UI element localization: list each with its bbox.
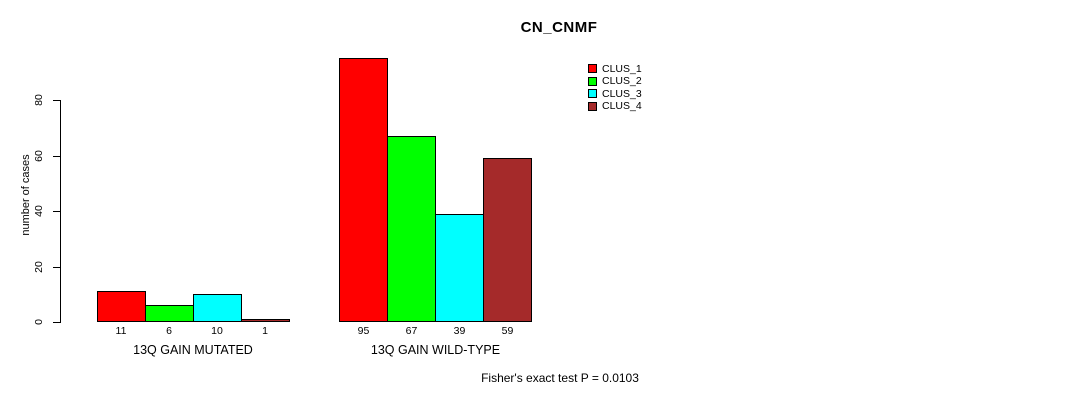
y-tick-label: 20 [33,260,45,273]
chart-title: CN_CNMF [520,19,598,36]
y-tick-label: 80 [33,94,45,106]
bar-value-label: 95 [357,325,370,337]
bar-value-label: 10 [211,325,223,337]
bar-value-label: 1 [262,325,268,337]
bar-value-label: 59 [501,325,514,337]
y-tick-mark [53,155,60,157]
y-tick-mark [53,211,60,212]
y-tick-label: 0 [33,319,45,325]
legend-label: CLUS_3 [602,87,642,100]
legend-swatch [588,64,597,73]
y-tick-mark [53,322,60,323]
bar [339,58,388,322]
group-label: 13Q GAIN MUTATED [133,343,253,357]
bar [387,136,436,322]
legend-label: CLUS_2 [602,75,642,87]
bar [192,294,242,322]
legend-swatch [588,76,597,86]
legend-item: CLUS_4 [588,100,642,112]
legend-item: CLUS_3 [588,87,642,100]
y-axis-label: number of cases [20,154,32,236]
legend-item: CLUS_1 [588,62,642,75]
bar-value-label: 39 [453,325,466,337]
bar [96,291,146,322]
y-tick-label: 40 [33,205,45,217]
y-axis-line [60,100,61,323]
legend-swatch [588,101,597,111]
y-tick-label: 60 [33,149,45,162]
legend-swatch [588,89,597,98]
legend-item: CLUS_2 [588,75,642,87]
bar [435,213,484,322]
footnote: Fisher's exact test P = 0.0103 [481,371,639,385]
legend-label: CLUS_1 [602,62,642,75]
bar-value-label: 11 [115,325,127,337]
legend: CLUS_1 CLUS_2 CLUS_3 CLUS_4 [588,62,642,112]
y-tick-mark [53,266,60,268]
y-tick-mark [53,100,60,101]
bar [483,158,532,322]
group-label: 13Q GAIN WILD-TYPE [370,343,501,357]
bar [144,305,194,322]
legend-label: CLUS_4 [602,100,642,112]
bar-value-label: 67 [405,325,418,337]
bar [240,319,290,322]
bar-value-label: 6 [166,325,172,337]
